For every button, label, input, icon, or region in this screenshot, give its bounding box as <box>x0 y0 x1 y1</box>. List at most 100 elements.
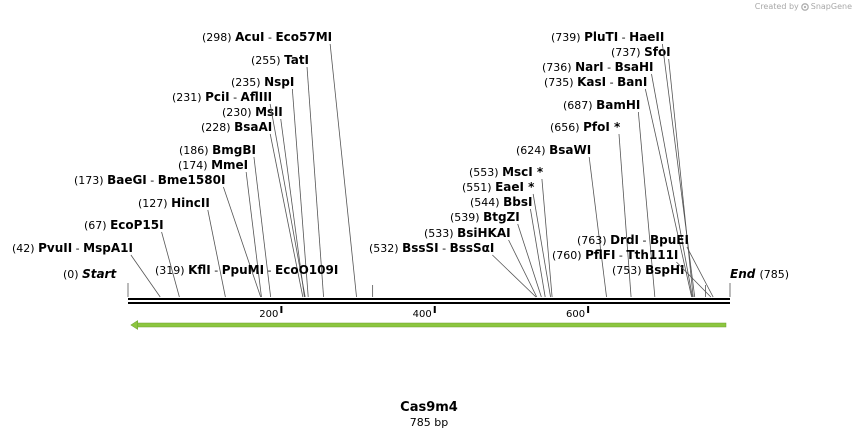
start-name: Start <box>82 267 117 281</box>
restriction-sites: (42) PvuII - MspA1I (67) EcoP15I (127) Hin… <box>12 30 789 298</box>
site-separator: - <box>639 234 650 247</box>
end-position: (785) <box>760 268 790 281</box>
site-label: (228) BsaAI <box>201 120 272 134</box>
site-separator: - <box>147 174 158 187</box>
site-position: (753) <box>612 264 645 277</box>
site-leader-line <box>532 193 551 298</box>
restriction-site: (230) MslI <box>222 105 305 298</box>
ruler-tick-label: 200 <box>259 309 278 320</box>
site-label: (67) EcoP15I <box>84 218 164 232</box>
site-position: (687) <box>563 99 596 112</box>
site-position: (186) <box>179 144 212 157</box>
snapgene-credit: Created by SnapGene <box>755 2 852 11</box>
restriction-site: (553) MscI * <box>469 165 553 298</box>
enzyme-name: Bme1580I <box>158 173 226 187</box>
restriction-site: (173) BaeGI - Bme1580I <box>74 173 262 298</box>
site-label: (553) MscI * <box>469 165 544 179</box>
enzyme-name: KflI <box>188 263 211 277</box>
site-separator: - <box>265 31 276 44</box>
enzyme-name: BamHI <box>596 98 640 112</box>
restriction-site: (127) HincII <box>138 196 226 298</box>
site-leader-line <box>329 43 357 298</box>
snapgene-logo-icon <box>800 2 809 11</box>
restriction-site: (319) KflI - PpuMI - EcoO109I <box>155 263 374 297</box>
ruler-tick-label: 400 <box>413 309 432 320</box>
enzyme-name: Eco57MI <box>275 30 332 44</box>
site-position: (760) <box>552 249 585 262</box>
site-position: (624) <box>516 144 549 157</box>
restriction-site: (228) BsaAI <box>201 120 304 298</box>
enzyme-name: Tth111I <box>626 248 678 262</box>
restriction-site: (624) BsaWI <box>516 143 607 298</box>
site-position: (127) <box>138 197 171 210</box>
site-leader-line <box>269 103 306 298</box>
restriction-site: (656) PfoI * <box>550 120 632 298</box>
site-position: (533) <box>424 227 457 240</box>
site-leader-line <box>492 254 537 298</box>
enzyme-name: NarI <box>575 60 604 74</box>
site-position: (551) <box>462 181 495 194</box>
site-label: (127) HincII <box>138 196 210 210</box>
site-label: (735) KasI - BanI <box>544 75 647 89</box>
site-label: (739) PluTI - HaeII <box>551 30 664 44</box>
enzyme-name: KasI <box>577 75 606 89</box>
restriction-site: (174) MmeI <box>178 158 262 298</box>
site-leader-line <box>291 88 309 298</box>
enzyme-name: MscI * <box>502 165 544 179</box>
site-leader-line <box>253 156 272 298</box>
site-label: (174) MmeI <box>178 158 248 172</box>
site-label: (532) BssSI - BssSαI <box>369 241 494 255</box>
site-separator: - <box>211 264 222 277</box>
end-name: End <box>730 267 760 281</box>
enzyme-name: SfoI <box>644 45 671 59</box>
site-position: (544) <box>470 196 503 209</box>
enzyme-name: EcoO109I <box>275 263 338 277</box>
site-position: (230) <box>222 106 255 119</box>
site-leader-line <box>508 239 538 298</box>
site-leader-line <box>245 171 262 298</box>
sequence-ends: (0) Start End (785) <box>63 267 789 297</box>
enzyme-name: BssSαI <box>450 241 495 255</box>
enzyme-name: MmeI <box>211 158 248 172</box>
site-label: (753) BspHI <box>612 263 684 277</box>
enzyme-name: NspI <box>264 75 294 89</box>
site-leader-line <box>541 178 553 298</box>
site-label: (763) DrdI - BpuEI <box>577 233 689 247</box>
enzyme-name: BsaWI <box>549 143 591 157</box>
enzyme-name: PvuII <box>38 241 72 255</box>
site-separator: - <box>618 31 629 44</box>
site-leader-line <box>306 66 324 298</box>
enzyme-name: BpuEI <box>650 233 689 247</box>
site-position: (231) <box>172 91 205 104</box>
site-leader-line <box>618 133 632 298</box>
credit-brand: SnapGene <box>810 2 852 11</box>
enzyme-name: HincII <box>171 196 210 210</box>
site-label: (186) BmgBI <box>179 143 256 157</box>
site-leader-line <box>517 223 542 298</box>
site-label: (230) MslI <box>222 105 283 119</box>
enzyme-name: BaeGI <box>107 173 147 187</box>
enzyme-name: PciI <box>205 90 230 104</box>
start-label: (0) Start <box>63 267 117 281</box>
restriction-site: (736) NarI - BsaHI <box>542 60 693 298</box>
site-leader-line <box>668 58 694 298</box>
site-label: (687) BamHI <box>563 98 640 112</box>
site-leader-line <box>637 111 656 298</box>
site-label: (736) NarI - BsaHI <box>542 60 653 74</box>
enzyme-name: BsiHKAI <box>457 226 511 240</box>
site-leader-line <box>644 88 693 298</box>
site-position: (67) <box>84 219 110 232</box>
site-label: (533) BsiHKAI <box>424 226 511 240</box>
enzyme-name: HaeII <box>629 30 664 44</box>
enzyme-name: PpuMI <box>222 263 264 277</box>
site-separator: - <box>439 242 450 255</box>
site-label: (760) PflFI - Tth111I <box>552 248 678 262</box>
site-leader-line <box>161 231 180 298</box>
site-leader-line <box>588 156 607 298</box>
site-label: (539) BtgZI <box>450 210 520 224</box>
site-position: (735) <box>544 76 577 89</box>
enzyme-name: EcoP15I <box>110 218 164 232</box>
site-leader-line <box>223 186 262 298</box>
site-label: (551) EaeI * <box>462 180 535 194</box>
